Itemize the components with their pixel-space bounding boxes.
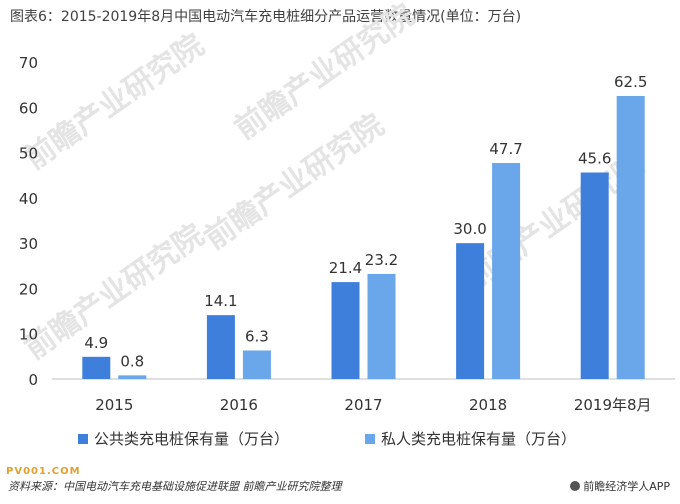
y-tick-label: 10 [19,326,38,344]
bar-public [331,282,360,379]
watermark-0: 前瞻产业研究院 [199,108,391,257]
bar-private [242,350,271,379]
bar-value-label: 4.9 [84,334,108,352]
y-tick-label: 70 [19,54,38,72]
bar-private [118,375,147,379]
x-tick-label: 2017 [344,396,382,414]
bar-value-label: 30.0 [453,220,486,238]
bar-value-label: 45.6 [578,149,611,167]
bar-value-label: 62.5 [614,73,647,91]
y-tick-label: 30 [19,235,38,253]
watermark-4: 前瞻产业研究院 [229,0,421,147]
brand-footer: 前瞻经济学人APP [570,478,670,494]
brand-logo-icon [570,481,581,491]
bar-value-label: 23.2 [365,251,398,269]
y-tick-label: 50 [19,145,38,163]
bar-value-label: 6.3 [245,327,269,345]
bar-public [206,315,235,379]
bar-value-label: 21.4 [329,259,362,277]
bar-private [616,95,645,379]
legend-label: 公共类充电桩保有量（万台） [94,430,289,448]
bar-public [82,356,111,379]
y-tick-label: 60 [19,99,38,117]
x-tick-label: 2016 [220,396,258,414]
chart-title: 图表6：2015-2019年8月中国电动汽车充电桩细分产品运营数量情况(单位：万… [10,9,522,25]
bar-value-label: 0.8 [120,352,144,370]
legend-label: 私人类充电桩保有量（万台） [381,430,576,448]
bar-private [367,273,396,379]
watermark-tag: PV001.COM [6,466,81,477]
x-tick-label: 2018 [469,396,507,414]
y-tick-label: 0 [28,371,38,389]
legend-swatch [365,434,375,444]
y-tick-label: 20 [19,280,38,298]
bar-public [580,172,609,379]
y-tick-label: 40 [19,190,38,208]
legend-swatch [78,434,88,444]
bar-private [492,162,521,379]
watermark-3: 前瞻产业研究院 [19,28,211,177]
watermark-1: 前瞻产业研究院 [19,218,211,367]
x-tick-label: 2015 [95,396,133,414]
bar-public [456,243,485,379]
brand-name: 前瞻经济学人APP [583,480,670,493]
x-tick-label: 2019年8月 [574,396,652,414]
bar-value-label: 47.7 [489,140,522,158]
source-note: 资料来源：中国电动汽车充电基础设施促进联盟 前瞻产业研究院整理 [8,480,342,493]
bar-value-label: 14.1 [204,292,237,310]
